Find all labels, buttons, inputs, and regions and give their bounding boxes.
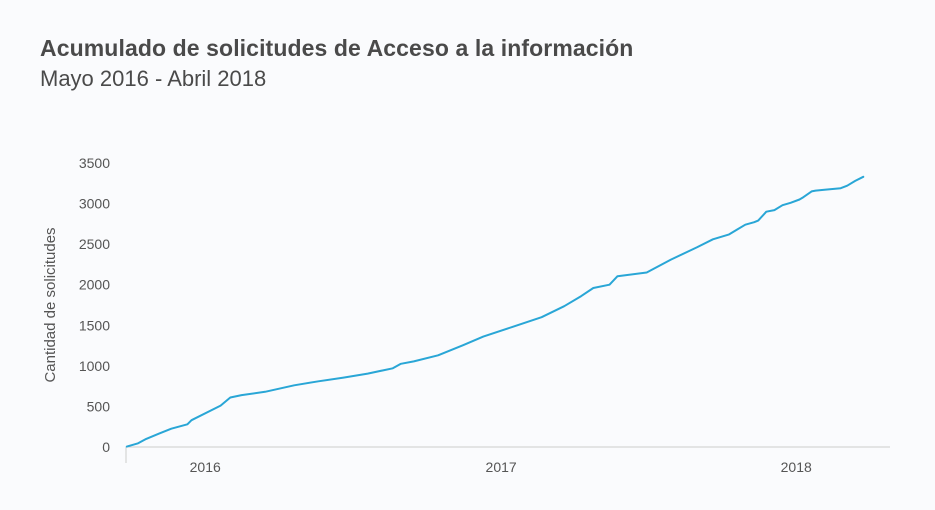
y-axis-label: Cantidad de solicitudes: [42, 227, 59, 382]
y-tick-label: 2500: [79, 236, 110, 252]
y-tick-label: 0: [102, 439, 110, 455]
y-tick-label: 1000: [79, 358, 110, 374]
x-axis: 2016 2017 2018: [125, 446, 890, 475]
y-tick-label: 1500: [79, 317, 110, 333]
x-tick-label: 2018: [781, 459, 812, 475]
y-axis-ticks: 0 500 1000 1500 2000 2500 3000 3500: [79, 155, 110, 455]
chart-title: Acumulado de solicitudes de Acceso a la …: [40, 35, 634, 61]
chart-subtitle: Mayo 2016 - Abril 2018: [40, 66, 267, 91]
y-tick-label: 3000: [79, 196, 110, 212]
y-tick-label: 3500: [79, 155, 110, 171]
y-tick-label: 500: [87, 398, 111, 414]
x-tick-label: 2017: [486, 459, 517, 475]
series-line: [125, 175, 865, 448]
y-tick-label: 2000: [79, 277, 110, 293]
series-layer: [125, 175, 865, 448]
x-tick-label: 2016: [190, 459, 221, 475]
